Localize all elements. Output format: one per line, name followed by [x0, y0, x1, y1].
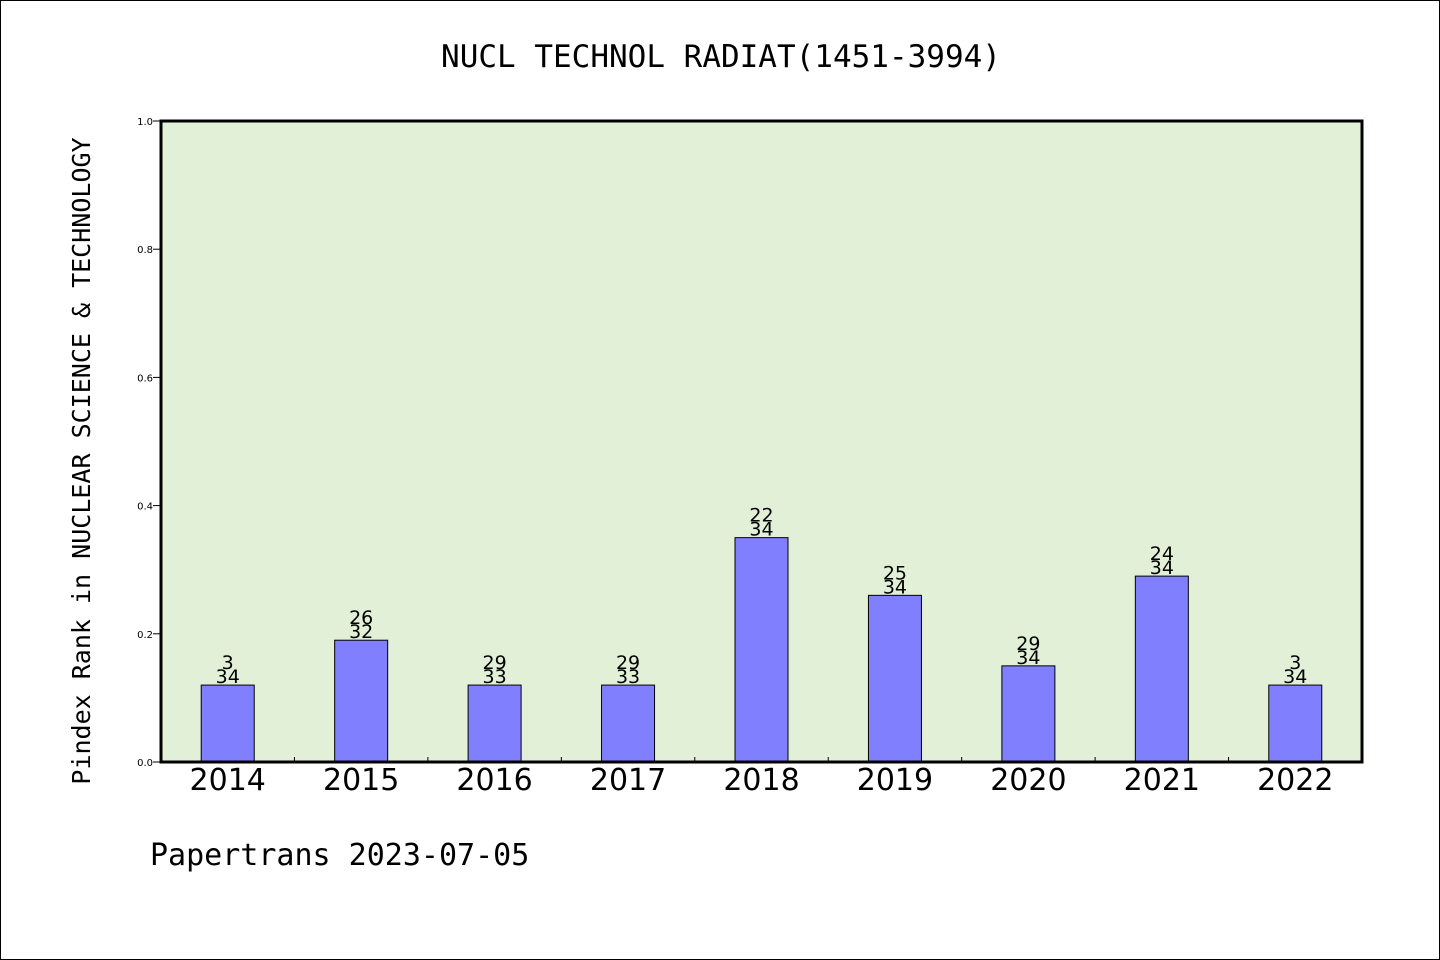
- x-tick-label: 2017: [590, 763, 666, 798]
- y-tick-label: 0.0: [137, 758, 153, 769]
- y-tick-label: 0.4: [137, 502, 153, 513]
- plot-frame: [159, 119, 1364, 764]
- bar-total-label: 34: [1283, 666, 1307, 688]
- x-tick-label: 2021: [1124, 763, 1200, 798]
- bar-total-label: 33: [483, 666, 507, 688]
- y-tick-label: 0.2: [137, 630, 153, 641]
- bar-rank-label: 26: [349, 607, 373, 629]
- bars-layer: [200, 537, 1323, 763]
- bar-2018: [734, 537, 789, 763]
- bar-rank-label: 24: [1150, 543, 1174, 565]
- y-tick-label: 0.8: [137, 245, 153, 256]
- y-axis: 0.0 0.2 0.4 0.6 0.8 1.0: [137, 117, 161, 769]
- bar-total-label: 34: [883, 576, 907, 598]
- bar-rank-label: 29: [483, 652, 507, 674]
- x-tick-label: 2014: [190, 763, 266, 798]
- x-tick-label: 2020: [990, 763, 1066, 798]
- bar-2015: [334, 639, 389, 763]
- bar-rank-label: 3: [222, 652, 234, 674]
- bar-total-label: 34: [1016, 647, 1040, 669]
- bar-rank-label: 29: [1016, 633, 1040, 655]
- x-tick-label: 2022: [1257, 763, 1333, 798]
- bar-total-label: 33: [616, 666, 640, 688]
- y-axis-label: Pindex Rank in NUCLEAR SCIENCE & TECHNOL…: [67, 137, 96, 784]
- bar-rank-label: 3: [1289, 652, 1301, 674]
- chart-title: NUCL TECHNOL RADIAT(1451-3994): [441, 39, 1001, 75]
- bar-total-label: 34: [749, 519, 773, 541]
- bar-2020: [1001, 665, 1056, 763]
- x-tick-label: 2015: [323, 763, 399, 798]
- x-tick-label: 2019: [857, 763, 933, 798]
- x-axis: 2014 2015 2016 2017 2018 2019 2020 2021 2022: [190, 757, 1333, 798]
- bar-2019: [867, 594, 922, 763]
- bar-2014: [200, 684, 255, 763]
- bar-total-label: 32: [349, 621, 373, 643]
- x-tick-label: 2016: [456, 763, 532, 798]
- y-tick-label: 1.0: [137, 117, 153, 128]
- bar-rank-label: 22: [749, 505, 773, 527]
- x-tick-label: 2018: [723, 763, 799, 798]
- bar-rank-label: 25: [883, 562, 907, 584]
- bar-2017: [601, 684, 656, 763]
- y-tick-label: 0.6: [137, 373, 153, 384]
- bar-2021: [1134, 575, 1189, 763]
- bar-2016: [467, 684, 522, 763]
- bar-2022: [1268, 684, 1323, 763]
- bar-total-label: 34: [1150, 557, 1174, 579]
- bar-total-label: 34: [216, 666, 240, 688]
- bar-rank-label: 29: [616, 652, 640, 674]
- footer-credit: Papertrans 2023-07-05: [150, 838, 529, 873]
